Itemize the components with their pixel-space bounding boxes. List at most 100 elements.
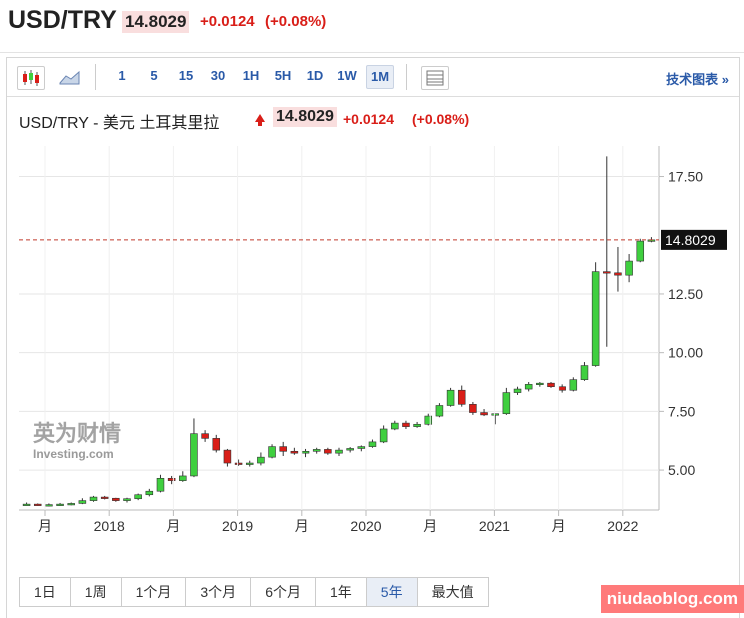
technical-chart-label: 技术图表: [666, 72, 719, 87]
candle-body: [245, 462, 254, 465]
site-watermark: niudaoblog.com: [600, 585, 744, 613]
candle-body: [134, 494, 142, 500]
range-1y[interactable]: 1年: [315, 578, 367, 606]
candle-body: [435, 405, 444, 417]
x-tick-label: 2021: [479, 518, 510, 534]
candle-body: [100, 496, 109, 499]
candle-body: [324, 449, 332, 454]
candle-body: [580, 365, 589, 380]
interval-5h[interactable]: 5H: [274, 68, 292, 83]
interval-1w[interactable]: 1W: [337, 68, 357, 83]
candle-body: [45, 504, 53, 507]
candle-body: [33, 503, 42, 506]
current-price-label: 14.8029: [665, 232, 716, 248]
candle-body: [67, 503, 75, 506]
candle-body: [22, 503, 31, 506]
candle-body: [413, 423, 421, 427]
candle-body: [123, 498, 131, 501]
range-3m[interactable]: 3个月: [186, 578, 252, 606]
interval-1m[interactable]: 1M: [366, 65, 394, 89]
candle-body: [201, 433, 209, 439]
candle-body: [524, 384, 533, 390]
symbol-title: USD/TRY: [8, 6, 117, 34]
table-view-button[interactable]: [421, 66, 449, 90]
x-tick-label: 月: [295, 518, 309, 534]
candle-body: [223, 449, 232, 464]
candle-body: [513, 388, 522, 393]
interval-15[interactable]: 15: [178, 68, 194, 83]
candle-body: [469, 404, 477, 413]
range-6m[interactable]: 6个月: [251, 578, 316, 606]
candle-body: [558, 386, 566, 391]
candlestick-icon: [23, 70, 39, 86]
x-tick-label: 月: [166, 518, 180, 534]
candle-body: [357, 446, 366, 449]
candlestick-type-button[interactable]: [17, 66, 45, 90]
candle-body: [480, 412, 488, 416]
candle-body: [78, 500, 87, 504]
candle-body: [379, 428, 388, 443]
quote-header: USD/TRY 14.8029 +0.0124 (+0.08%): [0, 0, 744, 53]
candle-body: [547, 382, 555, 388]
candle-body: [457, 389, 466, 405]
y-tick-label: 12.50: [668, 286, 703, 302]
candle-body: [257, 456, 265, 464]
chart-panel: 1 5 15 30 1H 5H 1D 1W 1M 技术图表 » USD/TRY …: [6, 57, 740, 618]
area-type-button[interactable]: [57, 66, 83, 88]
candle-body: [491, 413, 499, 416]
candle-body: [290, 450, 299, 454]
candle-body: [279, 446, 287, 452]
interval-1[interactable]: 1: [118, 68, 126, 83]
toolbar-divider: [95, 64, 96, 90]
pair-full-name: USD/TRY - 美元 土耳其里拉: [19, 115, 220, 132]
y-tick-label: 5.00: [668, 462, 695, 478]
range-max[interactable]: 最大值: [417, 578, 488, 606]
x-tick-label: 月: [38, 518, 52, 534]
technical-chart-link[interactable]: 技术图表 »: [666, 69, 729, 88]
candle-body: [368, 441, 377, 447]
candle-body: [145, 490, 154, 496]
x-tick-label: 2018: [94, 518, 125, 534]
range-1m[interactable]: 1个月: [121, 578, 187, 606]
y-tick-label: 17.50: [668, 169, 703, 185]
candle-body: [112, 497, 120, 501]
candle-body: [89, 496, 98, 501]
current-price-tag: [661, 229, 727, 250]
last-price: 14.8029: [122, 11, 190, 33]
candle-body: [424, 415, 433, 425]
candle-body: [301, 450, 310, 454]
price-change: +0.0124: [200, 13, 255, 30]
range-1d[interactable]: 1日: [20, 578, 71, 606]
chevron-right-icon: »: [721, 72, 729, 87]
interval-1h[interactable]: 1H: [242, 68, 260, 83]
candle-body: [569, 379, 578, 391]
candle-body: [190, 433, 198, 477]
x-tick-label: 月: [423, 518, 437, 534]
candle-body: [603, 271, 611, 274]
x-tick-label: 2022: [607, 518, 638, 534]
candle-body: [312, 449, 321, 452]
interval-1d[interactable]: 1D: [306, 68, 324, 83]
range-5y[interactable]: 5年: [366, 578, 418, 606]
price-chart[interactable]: 17.50 12.50 10.00 7.50 5.00 月 2018 月 2019 月 2020 月 2…: [19, 146, 731, 570]
x-tick-label: 2019: [222, 518, 253, 534]
x-tick-label: 月: [552, 518, 566, 534]
interval-5[interactable]: 5: [150, 68, 158, 83]
y-tick-label: 7.50: [668, 403, 695, 419]
interval-30[interactable]: 30: [210, 68, 226, 83]
y-tick-label: 10.00: [668, 345, 703, 361]
x-tick-label: 2020: [350, 518, 381, 534]
candle-body: [502, 392, 511, 415]
range-1w[interactable]: 1周: [70, 578, 122, 606]
candle-body: [446, 389, 455, 406]
candle-body: [636, 240, 645, 262]
candle-body: [56, 503, 64, 506]
investing-logo-cn: 英为财情: [33, 421, 121, 447]
candle-body: [335, 449, 343, 454]
range-selector: 1日 1周 1个月 3个月 6个月 1年 5年 最大值: [19, 577, 489, 607]
candle-body: [167, 477, 176, 481]
area-chart-icon: [59, 70, 80, 85]
price-change-percent: (+0.08%): [265, 13, 327, 30]
chart-toolbar: 1 5 15 30 1H 5H 1D 1W 1M 技术图表 »: [7, 58, 739, 97]
investing-logo-en: Investing.com: [33, 447, 114, 461]
